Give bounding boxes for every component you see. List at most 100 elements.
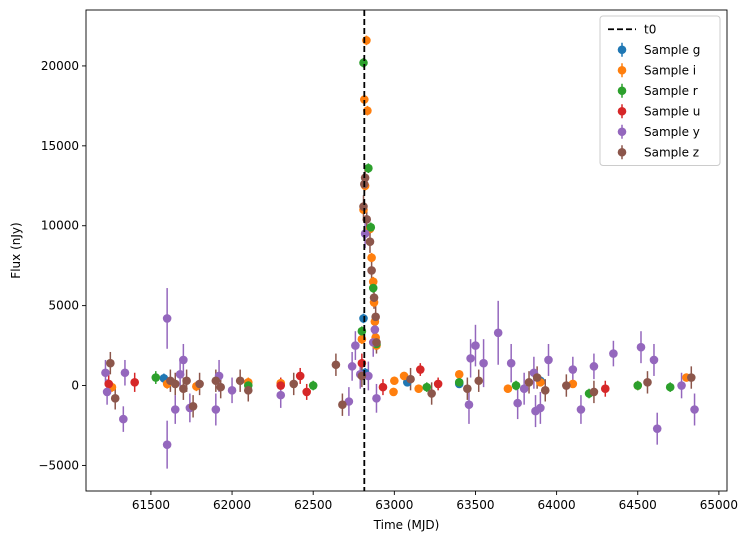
sample-y-point (179, 355, 188, 365)
sample-y-point (589, 362, 599, 371)
sample-r-point (665, 382, 675, 392)
sample-y-point (372, 394, 381, 403)
legend: t0 Sample g Sample i Sample r Sample u Sample… (599, 15, 721, 166)
sample-z-point (289, 379, 299, 389)
sample-z-point (686, 373, 696, 382)
sample-z-point (331, 360, 341, 370)
sample-y-point (652, 424, 662, 433)
sample-y-point (568, 365, 578, 374)
sample-z-point (195, 379, 204, 389)
legend-sample-i-marker (617, 65, 627, 75)
sample-z-point (179, 384, 188, 394)
sample-z-point (367, 266, 376, 275)
legend-label-sample-y: Sample y (644, 125, 700, 139)
sample-i-point (368, 277, 378, 286)
sample-u-point (130, 378, 139, 387)
sample-z-point (562, 381, 571, 390)
sample-y-point (576, 405, 586, 414)
sample-y-point (493, 328, 503, 338)
sample-y-point (211, 405, 221, 414)
sample-i-point (390, 376, 399, 386)
data-points (101, 36, 699, 449)
sample-z-point (532, 373, 542, 382)
sample-y-point (347, 362, 357, 371)
legend-box (599, 15, 721, 166)
sample-y-point (471, 341, 480, 350)
sample-u-point (302, 387, 311, 397)
sample-y-point (649, 355, 659, 365)
sample-r-point (422, 382, 432, 392)
sample-r-point (454, 378, 464, 387)
sample-r-point (368, 283, 378, 293)
sample-z-point (235, 376, 245, 386)
sample-z-point (106, 358, 115, 368)
x-tick-label: 64000 (538, 498, 576, 512)
sample-z-point (338, 400, 347, 410)
sample-i-point (568, 379, 578, 389)
sample-y-point (636, 342, 646, 352)
sample-i-point (367, 253, 376, 262)
sample-y-point (479, 358, 488, 368)
legend-sample-u-marker (617, 106, 627, 116)
sample-z-point (365, 237, 375, 247)
sample-r-point (511, 381, 521, 390)
sample-y-point (344, 397, 354, 406)
sample-z-point (427, 389, 436, 398)
y-tick-label: 5000 (48, 299, 79, 313)
legend-label-t0: t0 (644, 22, 656, 36)
y-tick-label: 20000 (41, 59, 79, 73)
sample-z-point (359, 202, 368, 211)
sample-y-point (464, 400, 474, 410)
legend-sample-y-marker (617, 127, 627, 137)
sample-z-point (216, 382, 225, 392)
legend-label-sample-r: Sample r (644, 84, 698, 98)
sample-z-point (643, 378, 652, 387)
legend-sample-g-marker (617, 45, 627, 55)
sample-y-point (102, 387, 112, 397)
sample-z-point (243, 386, 253, 395)
sample-z-point (182, 376, 191, 386)
sample-i-point (399, 371, 409, 381)
sample-y-point (175, 370, 185, 379)
sample-y-point (536, 403, 545, 413)
sample-z-point (474, 376, 484, 386)
sample-y-point (162, 314, 172, 323)
sample-u-point (415, 365, 425, 374)
sample-u-point (433, 379, 443, 389)
legend-label-sample-u: Sample u (644, 104, 700, 118)
sample-y-point (276, 390, 286, 400)
sample-y-point (609, 349, 618, 358)
x-tick-label: 62000 (213, 498, 251, 512)
sample-z-point (371, 312, 380, 322)
x-tick-label: 61500 (132, 498, 170, 512)
x-tick-label: 65000 (700, 498, 738, 512)
sample-i-point (362, 36, 371, 45)
sample-y-point (506, 358, 516, 368)
sample-z-point (170, 379, 180, 389)
legend-label-sample-z: Sample z (644, 145, 699, 159)
sample-u-point (295, 371, 305, 381)
sample-y-point (101, 368, 110, 378)
x-axis-label: Time (MJD) (373, 518, 440, 532)
sample-y-point (351, 341, 360, 350)
sample-y-point (466, 354, 475, 363)
y-axis: −5000 0 5000 10000 15000 20000 (38, 59, 86, 472)
y-tick-label: −5000 (38, 458, 79, 472)
legend-sample-z-marker (617, 147, 627, 157)
sample-z-point (110, 394, 120, 403)
sample-y-point (690, 405, 699, 414)
sample-z-point (540, 386, 550, 395)
sample-y-point (519, 384, 529, 394)
sample-r-point (359, 58, 368, 68)
sample-z-point (372, 338, 381, 347)
y-tick-label: 10000 (41, 219, 79, 233)
sample-z-point (188, 402, 198, 411)
x-tick-label: 62500 (294, 498, 332, 512)
sample-y-point (544, 355, 553, 365)
sample-i-point (389, 387, 398, 397)
sample-z-point (211, 376, 221, 386)
axes-frame (85, 9, 728, 492)
sample-i-point (503, 384, 513, 394)
legend-sample-r-marker (617, 86, 627, 96)
